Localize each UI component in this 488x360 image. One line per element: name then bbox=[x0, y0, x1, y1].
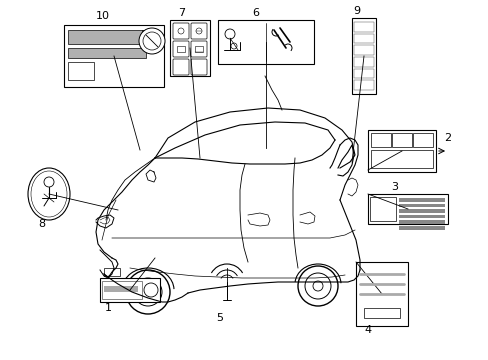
Bar bbox=[367, 130, 435, 172]
Bar bbox=[367, 194, 447, 224]
Ellipse shape bbox=[28, 168, 70, 220]
Bar bbox=[353, 80, 373, 90]
Bar bbox=[398, 209, 444, 213]
Bar bbox=[353, 57, 373, 67]
Circle shape bbox=[143, 283, 158, 297]
Bar bbox=[353, 22, 373, 32]
Bar bbox=[353, 34, 373, 43]
Bar bbox=[370, 133, 390, 147]
Bar bbox=[170, 20, 209, 76]
Bar bbox=[102, 281, 142, 299]
Bar bbox=[369, 197, 395, 221]
Bar bbox=[398, 198, 444, 202]
Bar bbox=[353, 45, 373, 55]
Bar bbox=[355, 262, 407, 326]
Bar bbox=[398, 226, 444, 230]
Circle shape bbox=[126, 270, 170, 314]
Text: 10: 10 bbox=[96, 11, 110, 21]
Bar bbox=[64, 25, 163, 87]
Circle shape bbox=[297, 266, 337, 306]
Bar bbox=[68, 30, 146, 44]
Bar bbox=[100, 278, 160, 302]
Bar bbox=[195, 46, 203, 52]
Bar bbox=[351, 18, 375, 94]
Bar bbox=[398, 204, 444, 207]
Text: 4: 4 bbox=[364, 325, 371, 335]
Text: 5: 5 bbox=[216, 313, 223, 323]
Bar bbox=[363, 308, 399, 318]
Bar bbox=[104, 268, 120, 276]
Bar bbox=[68, 48, 146, 58]
Text: 3: 3 bbox=[391, 182, 398, 192]
Bar bbox=[104, 286, 138, 292]
Text: 6: 6 bbox=[252, 8, 259, 18]
Bar bbox=[412, 133, 432, 147]
Text: 8: 8 bbox=[39, 219, 45, 229]
Bar bbox=[68, 62, 94, 80]
Bar bbox=[391, 133, 411, 147]
Circle shape bbox=[139, 28, 164, 54]
Bar bbox=[218, 20, 313, 64]
Bar bbox=[370, 150, 432, 168]
Bar bbox=[142, 30, 156, 37]
Text: 7: 7 bbox=[178, 8, 185, 18]
Text: 1: 1 bbox=[104, 303, 111, 313]
Bar bbox=[398, 220, 444, 224]
Bar bbox=[398, 215, 444, 218]
Text: 9: 9 bbox=[353, 6, 360, 16]
Text: 2: 2 bbox=[444, 133, 450, 143]
Bar bbox=[177, 46, 184, 52]
Bar bbox=[353, 69, 373, 78]
